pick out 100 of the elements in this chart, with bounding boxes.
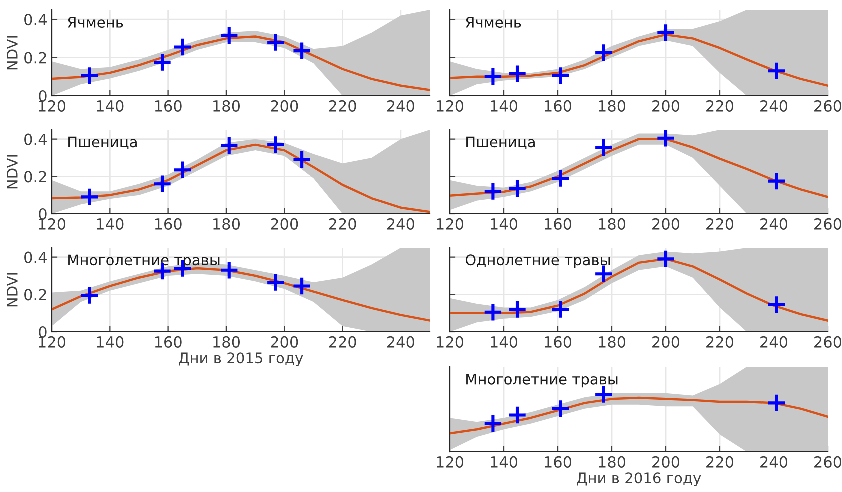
x-tick-label: 140 — [97, 218, 124, 230]
x-tick-label: 260 — [814, 218, 842, 230]
x-tick-label: 160 — [155, 100, 182, 112]
chart-title: Ячмень — [68, 17, 124, 28]
point — [483, 67, 504, 87]
x-tick-label: 120 — [437, 456, 464, 468]
point — [508, 405, 528, 426]
x-tick-label: 140 — [491, 218, 518, 230]
x-tick-label: 200 — [652, 218, 680, 230]
point — [152, 174, 172, 194]
x-tick-label: 200 — [652, 456, 680, 468]
x-tick-label: 180 — [599, 336, 626, 348]
x-tick-label: 180 — [214, 100, 240, 112]
chart-title: Пшеница — [466, 136, 535, 150]
point — [172, 160, 193, 180]
y-tick-label: 0.2 — [24, 289, 46, 301]
chart-title: Пшеница — [68, 136, 137, 150]
y-tick-label: 0.4 — [24, 14, 47, 26]
x-tick-label: 240 — [760, 336, 788, 348]
x-tick-label: 120 — [437, 218, 464, 230]
y-tick-label: 0.4 — [24, 252, 47, 264]
x-tick-label: 140 — [491, 336, 518, 348]
x-tick-label: 120 — [39, 100, 66, 112]
x-tick-label: 220 — [706, 218, 734, 230]
point — [220, 26, 240, 46]
x-tick-label: 220 — [329, 336, 356, 348]
chart-title: Однолетние травы — [466, 254, 610, 268]
point — [292, 150, 312, 170]
x-tick-label: 140 — [491, 100, 518, 112]
x-axis-title: Дни в 2015 году — [179, 352, 304, 366]
point — [550, 168, 571, 188]
x-tick-label: 200 — [271, 218, 298, 230]
x-tick-label: 140 — [97, 336, 124, 348]
x-tick-label: 180 — [214, 336, 240, 348]
point — [550, 300, 571, 320]
point — [292, 276, 312, 296]
x-tick-label: 200 — [271, 336, 298, 348]
point — [508, 178, 528, 199]
x-tick-label: 240 — [387, 218, 414, 230]
x-tick-label: 220 — [706, 336, 734, 348]
x-tick-label: 160 — [155, 218, 182, 230]
point — [152, 52, 172, 72]
point — [80, 286, 100, 306]
point — [172, 37, 193, 58]
y-tick-label: 0 — [39, 90, 47, 102]
x-tick-label: 120 — [437, 336, 464, 348]
x-tick-label: 180 — [599, 100, 626, 112]
x-tick-label: 200 — [271, 100, 298, 112]
point — [508, 64, 528, 84]
point — [656, 130, 676, 148]
point — [594, 43, 614, 63]
point — [656, 23, 676, 43]
x-tick-label: 260 — [814, 100, 842, 112]
x-tick-label: 220 — [329, 218, 356, 230]
point — [80, 187, 100, 208]
x-tick-label: 180 — [214, 218, 240, 230]
point — [80, 66, 100, 86]
y-tick-label: 0 — [39, 208, 47, 220]
x-tick-label: 160 — [545, 218, 572, 230]
chart-title: Многолетние травы — [466, 374, 618, 388]
x-tick-label: 120 — [437, 100, 464, 112]
x-tick-label: 240 — [387, 336, 414, 348]
x-tick-label: 260 — [814, 456, 842, 468]
y-tick-label: 0 — [39, 326, 47, 338]
point — [483, 302, 504, 322]
x-tick-label: 200 — [652, 100, 680, 112]
x-tick-label: 240 — [760, 218, 788, 230]
chart-title: Ячмень — [466, 17, 522, 28]
x-tick-label: 180 — [599, 218, 626, 230]
point — [766, 171, 787, 192]
x-tick-label: 140 — [491, 456, 518, 468]
y-tick-label: 0.2 — [24, 52, 46, 64]
point — [766, 295, 787, 315]
point — [266, 135, 286, 155]
point — [483, 182, 504, 202]
y-axis-title: NDVI — [7, 273, 18, 307]
x-tick-label: 140 — [97, 100, 124, 112]
x-tick-label: 240 — [760, 100, 788, 112]
x-tick-label: 200 — [652, 336, 680, 348]
point — [550, 66, 571, 86]
point — [550, 399, 571, 419]
point — [594, 138, 614, 158]
x-tick-label: 160 — [545, 456, 572, 468]
x-tick-label: 220 — [706, 456, 734, 468]
x-tick-label: 160 — [155, 336, 182, 348]
x-tick-label: 120 — [39, 336, 66, 348]
point — [483, 414, 504, 434]
x-tick-label: 240 — [387, 100, 414, 112]
x-tick-label: 260 — [814, 336, 842, 348]
point — [220, 260, 240, 280]
point — [656, 249, 676, 270]
x-axis-title: Дни в 2016 году — [577, 472, 702, 486]
point — [292, 41, 312, 61]
point — [766, 61, 787, 82]
point — [508, 300, 528, 320]
x-tick-label: 220 — [706, 100, 734, 112]
y-tick-label: 0.4 — [24, 134, 47, 146]
y-axis-title: NDVI — [7, 155, 18, 189]
point — [220, 136, 240, 156]
x-tick-label: 220 — [329, 100, 356, 112]
